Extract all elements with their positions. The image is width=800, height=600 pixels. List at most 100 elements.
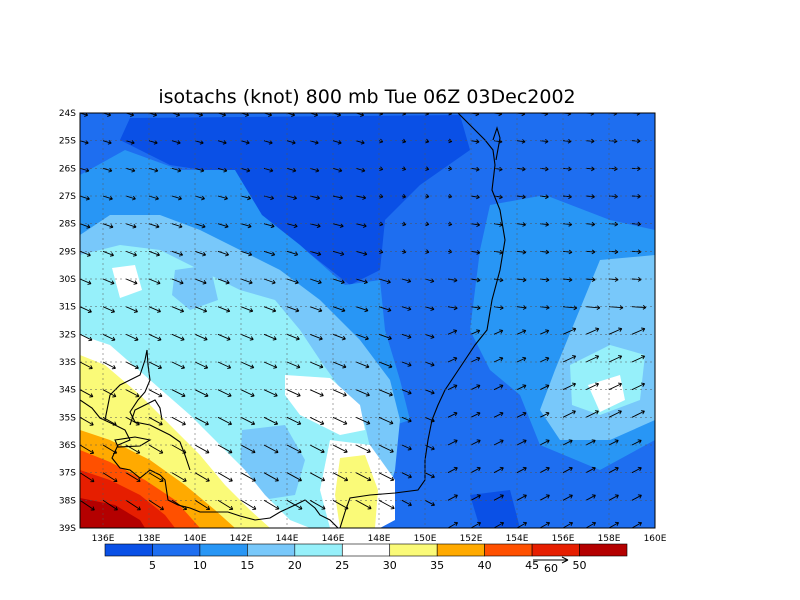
lat-lon-grid: [80, 113, 655, 528]
wind-vector: [585, 166, 595, 172]
wind-vector: [217, 472, 233, 482]
wind-vector: [102, 278, 115, 285]
wind-vector: [447, 521, 459, 528]
color-bar-swatch: [484, 543, 533, 557]
wind-vector: [608, 382, 622, 391]
wind-vector: [493, 466, 504, 474]
wind-vector: [539, 411, 550, 418]
wind-vector: [194, 167, 205, 173]
lat-label: 28S: [59, 220, 76, 230]
white-patch-northwest: [112, 265, 142, 298]
wind-vector: [286, 499, 303, 510]
wind-vector: [401, 166, 407, 171]
wind-vector: [171, 361, 185, 370]
wind-vector: [309, 278, 322, 285]
wind-vector: [217, 140, 227, 145]
wind-vector: [332, 333, 346, 341]
wind-vector: [585, 221, 596, 227]
wind-vector: [470, 222, 481, 228]
wind-vector: [631, 138, 641, 144]
lon-label: 144E: [276, 534, 299, 544]
color-bar-label: 40: [478, 559, 492, 572]
wind-vector: [217, 250, 230, 257]
wind-vector: [217, 416, 232, 426]
wind-vector: [355, 389, 370, 397]
wind-vector: [171, 389, 186, 398]
map-title: isotachs (knot) 800 mb Tue 06Z 03Dec2002: [158, 86, 575, 108]
wind-vector: [402, 527, 403, 528]
wind-vector: [125, 444, 141, 454]
wind-vector: [424, 472, 435, 479]
coastline: [80, 113, 506, 528]
wind-vector: [148, 195, 159, 201]
lat-label: 31S: [59, 303, 76, 313]
wind-vector: [171, 195, 182, 201]
wind-vector: [424, 444, 435, 451]
wind-vector: [263, 333, 277, 341]
color-bar-label: 10: [193, 559, 207, 572]
wind-vector: [240, 278, 253, 285]
wind-vector: [171, 333, 185, 341]
latitude-labels: 24S 25S 26S 27S 28S 29S 30S 31S 32S 33S 34S 35S 36S 3…: [59, 109, 76, 534]
wind-vector: [171, 223, 183, 229]
wind-vector: [447, 439, 458, 446]
wind-vector: [447, 277, 458, 283]
wind-vector: [171, 444, 187, 454]
wind-vector: [470, 329, 481, 335]
wind-vector: [447, 411, 458, 418]
wind-vector: [148, 223, 160, 229]
wind-vector: [125, 361, 139, 370]
wind-vector: [102, 444, 118, 454]
wind-vector: [378, 306, 392, 313]
lat-label: 39S: [59, 524, 76, 534]
wind-vector: [585, 521, 597, 528]
lon-label: 136E: [92, 534, 115, 544]
wind-vector: [401, 389, 412, 395]
wind-vector: [378, 361, 393, 369]
wind-vector: [240, 389, 255, 397]
lat-label: 29S: [59, 247, 76, 257]
color-bar-label: 35: [430, 559, 444, 572]
wind-vector: [378, 193, 384, 199]
wind-vector: [309, 361, 324, 369]
color-bar-swatch: [152, 543, 201, 557]
wind-vector: [516, 277, 527, 283]
wind-vector: [562, 521, 574, 528]
wind-vector: [631, 439, 642, 446]
wind-vector: [585, 410, 599, 418]
wind-vector: [585, 138, 595, 144]
lon-label: 148E: [368, 534, 391, 544]
wind-vector: [309, 333, 323, 341]
wind-vector: [240, 167, 251, 173]
wind-vector: [194, 416, 209, 426]
wind-vector: [80, 389, 94, 398]
wind-vector: [378, 472, 395, 482]
lat-label: 37S: [59, 469, 76, 479]
wind-vector: [148, 167, 159, 173]
wind-vector: [240, 306, 254, 313]
wind-vector: [125, 306, 138, 313]
wind-vector: [194, 499, 211, 511]
wind-vector: [424, 416, 435, 423]
wind-vector: [470, 194, 480, 200]
reference-vector: 60: [533, 556, 569, 575]
wind-vector: [539, 494, 550, 501]
wind-vector: [102, 223, 114, 229]
wind-vector: [585, 249, 596, 255]
wind-vector: [585, 194, 595, 199]
wind-vector: [332, 278, 345, 285]
lat-label: 27S: [59, 192, 76, 202]
color-bar-swatch: [436, 543, 485, 557]
wind-vector: [148, 250, 160, 257]
wind-vector: [539, 329, 550, 335]
lon-label: 150E: [414, 534, 437, 544]
wind-vector: [401, 499, 412, 507]
wind-vector: [332, 416, 348, 425]
wind-vector: [425, 527, 426, 528]
wind-vector: [148, 472, 164, 482]
wind-vector: [263, 361, 278, 369]
color-bar-labels: 5 10 15 20 25 30 35 40 45 50: [149, 559, 587, 572]
wind-vector: [171, 416, 186, 426]
wind-vector: [286, 444, 302, 454]
wind-vector: [286, 195, 298, 201]
